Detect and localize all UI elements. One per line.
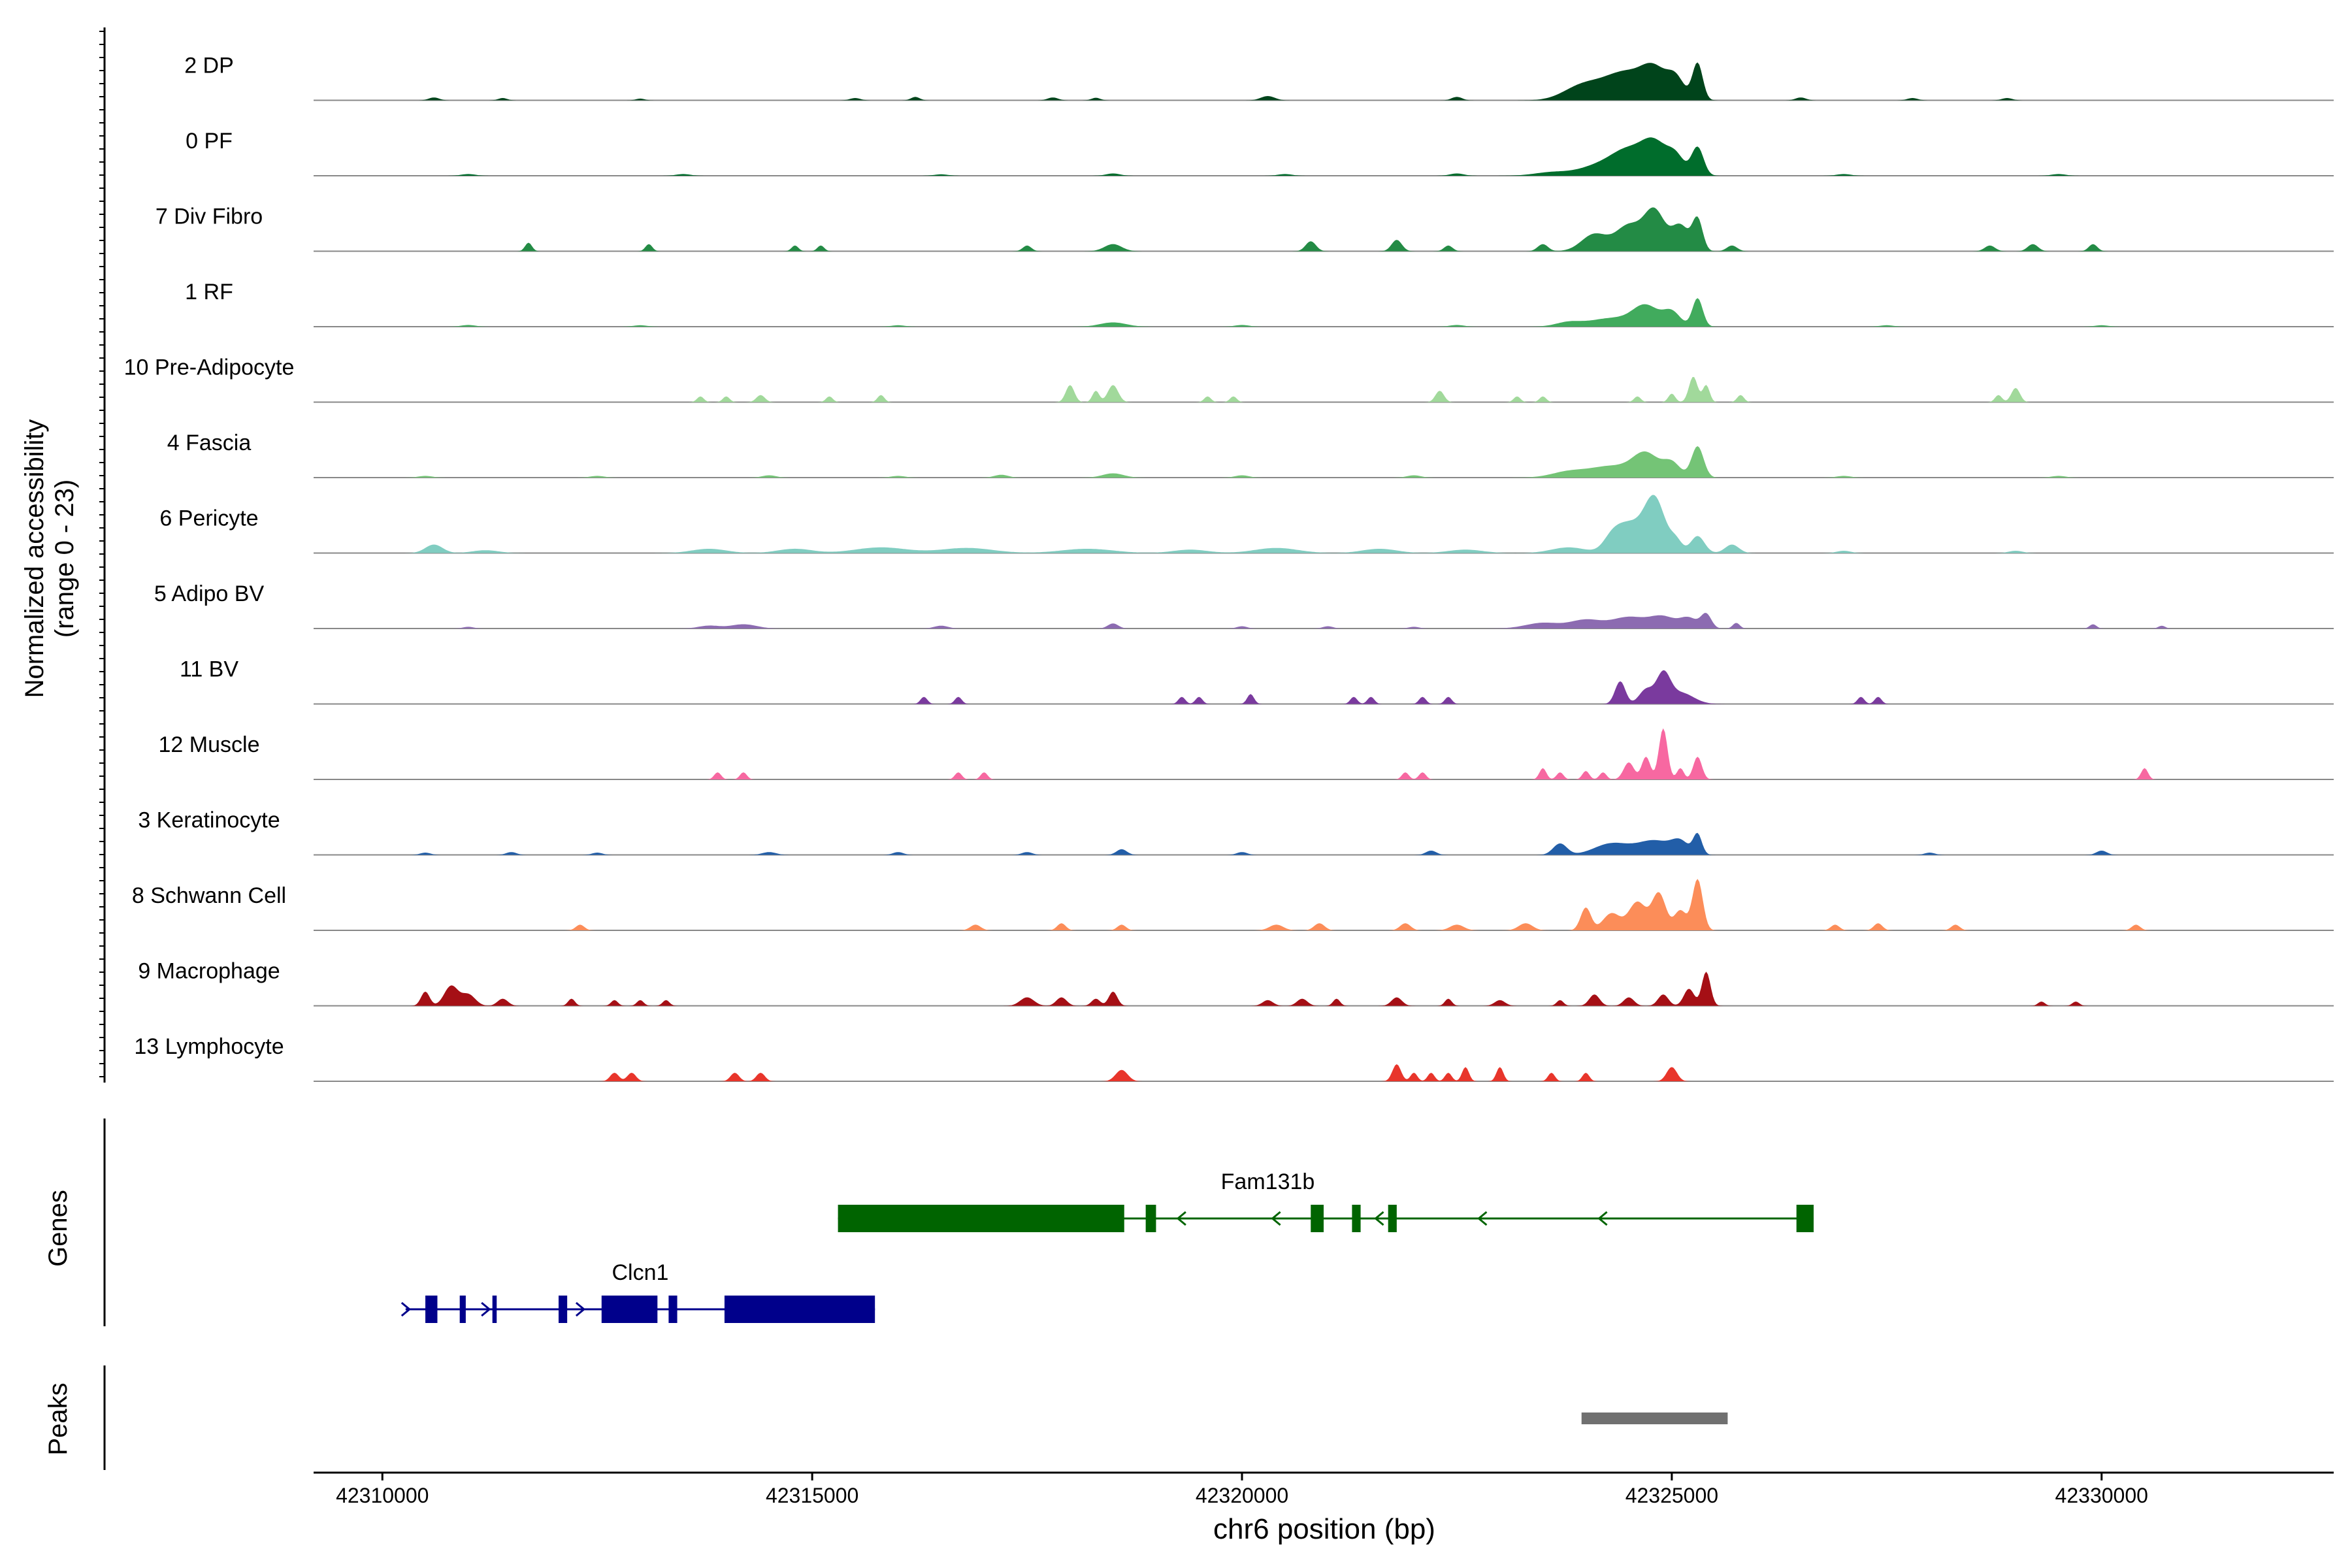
track-11-bv: 11 BV (180, 657, 2334, 705)
coverage-area-7-div-fibro (314, 207, 2334, 252)
x-tick-label: 42320000 (1196, 1484, 1288, 1507)
genes-track-label: Genes (44, 1190, 73, 1267)
gene-exon (601, 1296, 658, 1323)
track-13-lymphocyte: 13 Lymphocyte (134, 1034, 2334, 1082)
gene-strand-arrow (400, 1301, 412, 1317)
coverage-area-10-pre-adipocyte (314, 377, 2334, 402)
track-label-5-adipo-bv: 5 Adipo BV (154, 581, 265, 606)
gene-label-fam131b: Fam131b (1221, 1169, 1315, 1194)
x-tick-label: 42325000 (1625, 1484, 1718, 1507)
track-10-pre-adipocyte: 10 Pre-Adipocyte (124, 355, 2334, 403)
peaks-track-label: Peaks (44, 1382, 73, 1455)
x-axis: 42310000 42315000 42320000 42325000 42330000 (314, 1471, 2334, 1507)
track-2-dp: 2 DP (184, 54, 2334, 101)
track-label-7-div-fibro: 7 Div Fibro (155, 204, 263, 229)
x-axis-label: chr6 position (bp) (1213, 1513, 1435, 1545)
coverage-area-5-adipo-bv (314, 613, 2334, 629)
gene-strand-arrow (1477, 1211, 1488, 1226)
gene-exon (558, 1296, 568, 1323)
track-6-pericyte: 6 Pericyte (159, 495, 2334, 554)
track-9-macrophage: 9 Macrophage (138, 959, 2334, 1007)
coverage-area-1-rf (314, 298, 2334, 327)
track-label-8-schwann-cell: 8 Schwann Cell (132, 883, 286, 908)
track-label-11-bv: 11 BV (180, 657, 238, 682)
track-label-6-pericyte: 6 Pericyte (159, 506, 258, 531)
coverage-tracks: 2 DP 0 PF 7 Div Fibro 1 RF 10 Pre-Adipocyte 4… (99, 27, 2334, 1083)
gene-strand-arrow (1374, 1211, 1384, 1226)
peak-region (1581, 1413, 1728, 1424)
gene-exon (425, 1296, 438, 1323)
coverage-area-9-macrophage (314, 972, 2334, 1006)
peaks-track (103, 1365, 1728, 1470)
coverage-area-12-muscle (314, 728, 2334, 779)
y-axis-label: Normalized accessibility (range 0 - 23) (20, 419, 79, 698)
track-label-3-keratinocyte: 3 Keratinocyte (138, 808, 280, 833)
track-5-adipo-bv: 5 Adipo BV (154, 581, 2334, 629)
x-tick-label: 42330000 (2055, 1484, 2148, 1507)
track-3-keratinocyte: 3 Keratinocyte (138, 808, 2334, 856)
coverage-area-13-lymphocyte (314, 1064, 2334, 1081)
gene-exon (1352, 1205, 1356, 1232)
coverage-area-4-fascia (314, 446, 2334, 478)
y-axis-label-line2: (range 0 - 23) (50, 480, 79, 638)
gene-exon (1796, 1205, 1814, 1232)
coverage-area-0-pf (314, 137, 2334, 176)
coverage-area-2-dp (314, 62, 2334, 101)
x-tick-label: 42310000 (336, 1484, 429, 1507)
gene-fam131b: Fam131b (838, 1169, 1814, 1232)
track-label-10-pre-adipocyte: 10 Pre-Adipocyte (124, 355, 295, 380)
track-label-1-rf: 1 RF (185, 280, 233, 304)
gene-exon (1388, 1205, 1397, 1232)
x-tick-label: 42315000 (766, 1484, 858, 1507)
gene-exon (459, 1296, 466, 1323)
gene-strand-arrow (1176, 1211, 1186, 1226)
track-label-13-lymphocyte: 13 Lymphocyte (134, 1034, 284, 1059)
track-8-schwann-cell: 8 Schwann Cell (132, 879, 2334, 931)
track-4-fascia: 4 Fascia (167, 431, 2334, 478)
gene-exon (1311, 1205, 1324, 1232)
track-label-9-macrophage: 9 Macrophage (138, 959, 280, 984)
gene-strand-arrow (575, 1301, 586, 1317)
track-label-12-muscle: 12 Muscle (159, 732, 260, 757)
coverage-area-3-keratinocyte (314, 832, 2334, 855)
coverage-area-6-pericyte (314, 495, 2334, 553)
gene-exon (492, 1296, 497, 1323)
gene-exon (1145, 1205, 1156, 1232)
track-1-rf: 1 RF (185, 280, 2334, 327)
track-label-4-fascia: 4 Fascia (167, 431, 252, 455)
gene-label-clcn1: Clcn1 (612, 1260, 669, 1285)
coverage-area-11-bv (314, 670, 2334, 704)
track-12-muscle: 12 Muscle (159, 728, 2334, 780)
gene-exon (724, 1296, 875, 1323)
gene-strand-arrow (1271, 1211, 1281, 1226)
y-axis-label-line1: Normalized accessibility (20, 419, 49, 698)
genes-track: Fam131b Clcn1 (103, 1119, 1814, 1326)
gene-exon (668, 1296, 678, 1323)
coverage-area-8-schwann-cell (314, 879, 2334, 930)
gene-strand-arrow (481, 1301, 491, 1317)
gene-clcn1: Clcn1 (400, 1260, 875, 1323)
gene-exon (838, 1205, 1124, 1232)
track-label-2-dp: 2 DP (184, 54, 234, 78)
gene-strand-arrow (1597, 1211, 1608, 1226)
track-0-pf: 0 PF (186, 129, 2334, 176)
track-7-div-fibro: 7 Div Fibro (155, 204, 2334, 252)
track-label-0-pf: 0 PF (186, 129, 233, 154)
gene-exon (1356, 1205, 1361, 1232)
